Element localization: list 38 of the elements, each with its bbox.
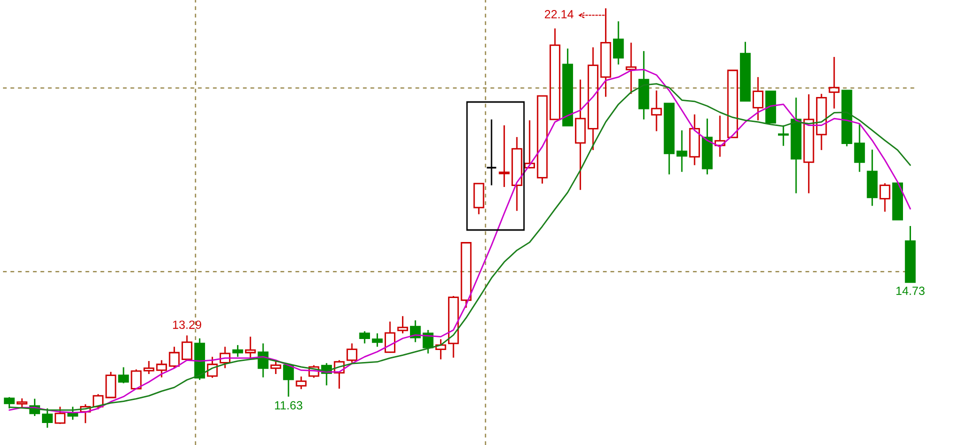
candlestick [550,28,560,120]
candlestick [588,46,598,151]
candlestick [689,114,700,166]
candlestick [626,42,636,95]
candlestick [536,95,548,184]
candlestick [714,114,726,158]
candlestick [638,50,650,120]
candlestick [702,118,713,176]
candlestick [562,48,574,126]
candlestick [803,94,814,194]
candlestick [866,148,878,207]
candlestick [372,332,383,348]
candlestick [486,118,498,186]
candlestick [727,70,738,138]
candlestick [765,90,776,124]
candlestick [283,364,294,398]
candlestick [651,90,662,132]
annotation: 14.73 [896,286,925,296]
annotation: 13.29 [173,320,202,329]
candlestick [498,124,510,188]
candlestick [676,130,688,173]
candlestick [841,90,852,147]
candlestick [752,76,764,121]
candlestick [574,78,586,191]
candlestick [904,225,916,283]
candlestick [473,182,484,215]
candlestick [613,20,624,66]
candlestick [664,102,675,176]
candlestick [435,338,446,360]
annotation: 11.63 [275,401,302,410]
candlestick [232,344,244,358]
candlestick [512,136,522,212]
candlestick [740,41,751,102]
candlestick [397,315,408,334]
candlestick [854,122,865,173]
candlestick [892,182,903,220]
candlestick [828,56,840,110]
annotation: 22.14 [544,10,574,18]
